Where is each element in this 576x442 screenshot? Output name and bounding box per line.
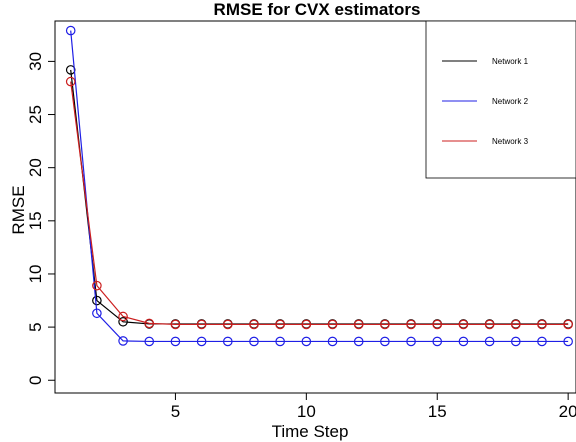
plot-frame — [54, 20, 576, 394]
x-tick-label: 20 — [559, 402, 576, 421]
chart-title: RMSE for CVX estimators — [214, 0, 421, 19]
y-tick-label: 10 — [26, 264, 45, 283]
data-point — [144, 336, 155, 347]
legend: Network 1 Network 2 Network 3 — [425, 20, 576, 179]
x-tick-label: 10 — [297, 402, 316, 421]
legend-label: Network 1 — [492, 57, 529, 66]
data-point — [432, 319, 443, 330]
data-point — [563, 319, 573, 330]
data-point — [275, 336, 285, 347]
data-point — [406, 336, 416, 347]
data-point — [92, 308, 102, 319]
data-point — [196, 319, 207, 330]
data-point — [484, 336, 495, 347]
y-axis-label: RMSE — [9, 185, 28, 234]
data-point — [65, 76, 76, 87]
series-2 — [65, 25, 573, 347]
series-group — [65, 25, 573, 347]
legend-label: Network 3 — [492, 137, 529, 146]
y-tick-label: 5 — [26, 322, 45, 331]
data-point — [65, 25, 76, 36]
x-tick-label: 15 — [428, 402, 447, 421]
x-tick-label: 5 — [171, 402, 180, 421]
data-point — [510, 336, 521, 347]
data-point — [484, 319, 495, 330]
legend-item: Network 3 — [442, 137, 529, 146]
data-point — [380, 319, 390, 330]
legend-label: Network 2 — [492, 97, 529, 106]
legend-box — [425, 20, 576, 179]
data-point — [118, 311, 128, 322]
y-tick-label: 20 — [26, 158, 45, 177]
data-point — [301, 319, 312, 330]
data-point — [118, 336, 128, 346]
data-point — [144, 318, 155, 329]
legend-item: Network 1 — [442, 57, 529, 66]
data-point — [458, 336, 469, 347]
data-point — [432, 336, 443, 347]
data-point — [537, 319, 547, 330]
data-point — [118, 316, 128, 327]
data-point — [196, 336, 207, 347]
data-point — [249, 319, 259, 330]
y-tick-label: 0 — [26, 376, 45, 385]
y-tick-label: 25 — [26, 105, 45, 124]
data-point — [353, 319, 364, 330]
data-point — [458, 319, 469, 330]
legend-item: Network 2 — [442, 97, 529, 106]
data-point — [170, 319, 181, 330]
data-point — [327, 319, 338, 330]
data-point — [222, 319, 233, 330]
data-point — [406, 319, 416, 330]
x-axis-label: Time Step — [272, 422, 349, 441]
y-tick-label: 30 — [26, 52, 45, 71]
axes: 5 10 15 20 0 5 10 15 20 25 30 — [26, 52, 576, 421]
data-point — [275, 319, 285, 330]
data-point — [510, 319, 521, 330]
data-point — [170, 336, 181, 347]
data-point — [353, 336, 364, 347]
series-3 — [65, 76, 573, 330]
data-point — [222, 336, 233, 347]
data-point — [92, 280, 102, 291]
data-point — [563, 336, 573, 347]
data-point — [380, 336, 390, 347]
data-point — [327, 336, 338, 347]
data-point — [537, 336, 547, 347]
data-point — [92, 295, 102, 306]
data-point — [301, 336, 312, 347]
data-point — [249, 336, 259, 347]
y-tick-label: 15 — [26, 211, 45, 230]
